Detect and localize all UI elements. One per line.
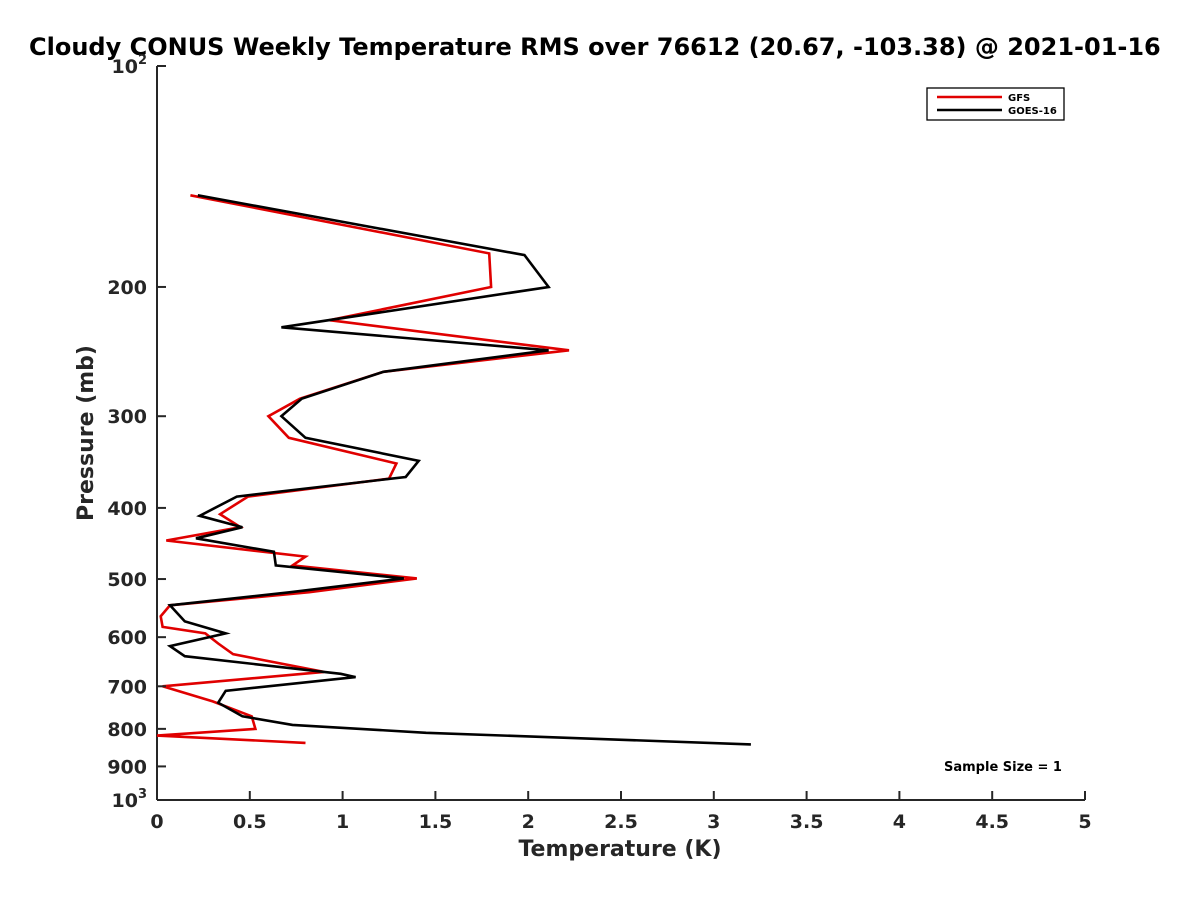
y-tick-label: 600	[107, 627, 147, 649]
y-tick-label-1e3: 103	[112, 787, 148, 812]
y-tick-label: 900	[107, 756, 147, 778]
sample-size-annotation: Sample Size = 1	[944, 760, 1062, 775]
x-tick-label: 1	[336, 811, 349, 833]
x-tick-label: 2.5	[604, 811, 638, 833]
y-tick-label: 800	[107, 719, 147, 741]
x-tick-label: 4.5	[975, 811, 1009, 833]
x-axis-label: Temperature (K)	[518, 837, 721, 862]
x-tick-label: 5	[1078, 811, 1091, 833]
y-tick-label: 400	[107, 498, 147, 520]
x-tick-label: 3.5	[790, 811, 824, 833]
chart-title: Cloudy CONUS Weekly Temperature RMS over…	[29, 33, 1161, 61]
y-tick-label: 500	[107, 569, 147, 591]
legend-box	[926, 87, 1065, 121]
legend-label-gfs: GFS	[1008, 93, 1030, 104]
x-tick-label: 4	[893, 811, 906, 833]
x-tick-label: 1.5	[419, 811, 453, 833]
x-tick-label: 3	[707, 811, 720, 833]
y-tick-label: 700	[107, 676, 147, 698]
y-tick-label: 300	[107, 406, 147, 428]
y-tick-label: 200	[107, 277, 147, 299]
x-tick-label: 0	[150, 811, 163, 833]
legend: GFS GOES-16	[926, 87, 1065, 121]
y-axis-label: Pressure (mb)	[74, 345, 99, 521]
legend-label-goes16: GOES-16	[1008, 106, 1057, 117]
series-line-goes16	[166, 194, 751, 746]
x-tick-label: 0.5	[233, 811, 267, 833]
y-tick-label-1e2: 102	[112, 53, 148, 78]
x-tick-label: 2	[522, 811, 535, 833]
